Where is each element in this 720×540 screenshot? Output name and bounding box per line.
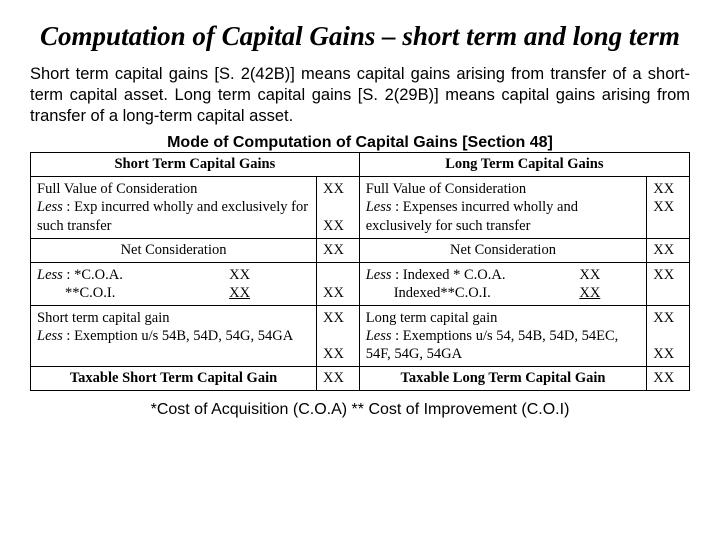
page-title: Computation of Capital Gains – short ter… bbox=[30, 20, 690, 52]
amount: XX bbox=[229, 266, 310, 284]
short-desc: Short term capital gain Less : Exemption… bbox=[31, 305, 317, 366]
text: **C.O.I. bbox=[37, 284, 115, 302]
long-val: XX bbox=[647, 367, 690, 391]
text: Long term capital gain bbox=[366, 310, 498, 326]
short-val: XX bbox=[317, 367, 360, 391]
short-val: XX bbox=[317, 238, 360, 262]
intro-paragraph: Short term capital gains [S. 2(42B)] mea… bbox=[30, 64, 690, 126]
text: : Exemptions u/s 54, 54B, 54D, 54EC, 54F… bbox=[366, 328, 619, 362]
text: Indexed**C.O.I. bbox=[366, 284, 491, 302]
text: Full Value of Consideration bbox=[366, 181, 526, 197]
short-desc: Full Value of Consideration Less : Exp i… bbox=[31, 177, 317, 238]
table-subheader: Mode of Computation of Capital Gains [Se… bbox=[30, 134, 690, 152]
text: : Exp incurred wholly and exclusively fo… bbox=[37, 199, 308, 233]
less-label: Less bbox=[37, 267, 63, 283]
text: : Exemption u/s 54B, 54D, 54G, 54GA bbox=[63, 328, 293, 344]
capital-gains-table: Short Term Capital Gains Long Term Capit… bbox=[30, 152, 690, 391]
short-val: XX bbox=[317, 262, 360, 305]
amount: XX bbox=[579, 284, 640, 302]
text: : Expenses incurred wholly and exclusive… bbox=[366, 199, 578, 233]
less-label: Less bbox=[366, 199, 392, 215]
long-desc: Taxable Long Term Capital Gain bbox=[359, 367, 647, 391]
less-label: Less bbox=[37, 199, 63, 215]
long-desc: Long term capital gain Less : Exemptions… bbox=[359, 305, 647, 366]
long-val: XXXX bbox=[647, 177, 690, 238]
long-val: XX bbox=[647, 238, 690, 262]
table-row: Less : *C.O.A. XX **C.O.I. XX XX Less : … bbox=[31, 262, 690, 305]
amount: XX bbox=[229, 284, 310, 302]
amount: XX bbox=[579, 266, 640, 284]
text: XX bbox=[323, 285, 344, 301]
header-short: Short Term Capital Gains bbox=[31, 153, 360, 177]
footnote: *Cost of Acquisition (C.O.A) ** Cost of … bbox=[30, 401, 690, 419]
long-val: XXXX bbox=[647, 305, 690, 366]
short-desc: Less : *C.O.A. XX **C.O.I. XX bbox=[31, 262, 317, 305]
long-desc: Full Value of Consideration Less : Expen… bbox=[359, 177, 647, 238]
table-row: Full Value of Consideration Less : Exp i… bbox=[31, 177, 690, 238]
table-header-row: Short Term Capital Gains Long Term Capit… bbox=[31, 153, 690, 177]
short-val: XXXX bbox=[317, 177, 360, 238]
long-val: XX bbox=[647, 262, 690, 305]
header-long: Long Term Capital Gains bbox=[359, 153, 689, 177]
text: XX bbox=[653, 267, 674, 283]
short-desc: Taxable Short Term Capital Gain bbox=[31, 367, 317, 391]
short-val: XXXX bbox=[317, 305, 360, 366]
less-label: Less bbox=[366, 328, 392, 344]
text: Full Value of Consideration bbox=[37, 181, 197, 197]
less-label: Less bbox=[366, 267, 392, 283]
table-row: Short term capital gain Less : Exemption… bbox=[31, 305, 690, 366]
text: : *C.O.A. bbox=[63, 267, 123, 283]
long-desc: Less : Indexed * C.O.A. XX Indexed**C.O.… bbox=[359, 262, 647, 305]
long-desc: Net Consideration bbox=[359, 238, 647, 262]
less-label: Less bbox=[37, 328, 63, 344]
short-desc: Net Consideration bbox=[31, 238, 317, 262]
text: : Indexed * C.O.A. bbox=[392, 267, 506, 283]
table-row: Net Consideration XX Net Consideration X… bbox=[31, 238, 690, 262]
text: Short term capital gain bbox=[37, 310, 169, 326]
table-row: Taxable Short Term Capital Gain XX Taxab… bbox=[31, 367, 690, 391]
